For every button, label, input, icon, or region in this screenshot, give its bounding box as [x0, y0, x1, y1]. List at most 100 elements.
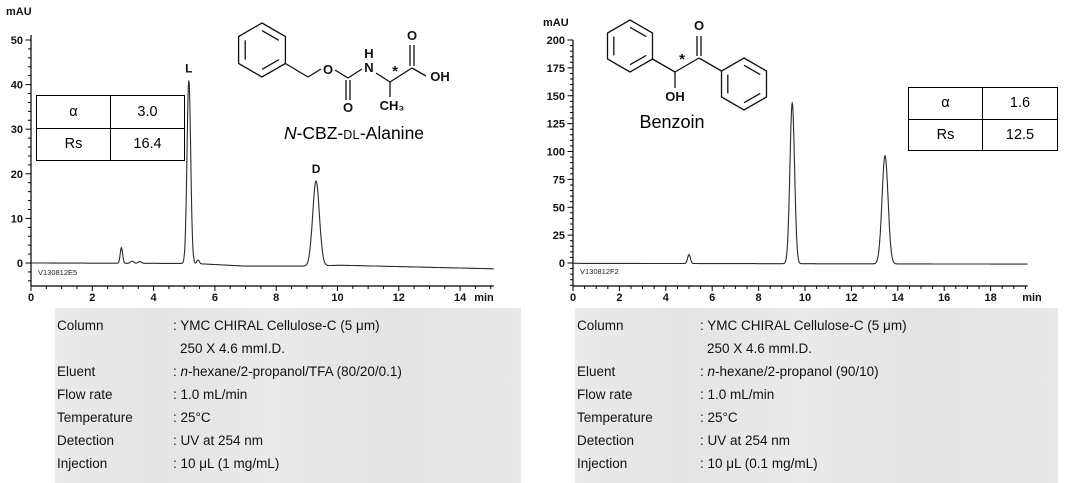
rs-value: 12.5 [1005, 126, 1035, 143]
y-tick-label: 125 [547, 119, 565, 131]
atom-o: O [694, 18, 704, 33]
condition-row: Temperature : 25°C [55, 406, 521, 429]
y-tick-label: 20 [11, 169, 23, 181]
x-axis-unit: min [474, 292, 494, 304]
atom-ch3: CH₃ [380, 98, 405, 113]
rs-label: Rs [37, 128, 111, 160]
condition-value: : 25°C [700, 410, 738, 425]
condition-label: Flow rate [577, 387, 633, 402]
chromatogram-plot: 0 25 50 75 100 125 150 175 200 0 2 4 6 8 10 12 14 16 18 mAU… [543, 17, 1042, 304]
compound-name-right: Benzoin [639, 112, 705, 132]
condition-row: Injection : 10 μL (0.1 mg/mL) [575, 452, 1058, 475]
condition-label: Temperature [577, 410, 653, 425]
atom-o-ester: O [323, 62, 333, 77]
y-tick-label: 30 [11, 124, 23, 136]
structure-benzoin: OH * O [606, 18, 768, 111]
condition-value-line2: 250 X 4.6 mmI.D. [180, 341, 286, 356]
condition-label: Detection [57, 433, 115, 448]
condition-label: Temperature [57, 410, 133, 425]
condition-value: : UV at 254 nm [700, 433, 791, 448]
condition-value: : 10 μL (0.1 mg/mL) [700, 456, 818, 471]
condition-value: : 25°C [173, 410, 211, 425]
rs-value: 16.4 [133, 136, 162, 153]
atom-h: H [364, 46, 373, 61]
condition-row: Temperature : 25°C [575, 406, 1058, 429]
result-row-alpha: α 3.0 [37, 96, 184, 128]
condition-value: : n-hexane/2-propanol/TFA (80/20/0.1) [173, 364, 402, 379]
condition-label: Flow rate [57, 387, 113, 402]
condition-value: : UV at 254 nm [173, 433, 264, 448]
compound-name-mid: -CBZ- [296, 123, 344, 143]
atom-n: N [364, 60, 373, 75]
y-tick-label: 175 [547, 63, 565, 75]
x-tick-label: 0 [28, 292, 34, 304]
x-tick-label: 12 [845, 292, 857, 304]
condition-value: : YMC CHIRAL Cellulose-C (5 μm) 250 X 4.6… [173, 314, 521, 360]
result-table-right: α 1.6 Rs 12.5 [908, 87, 1058, 151]
benzene-ring-left [606, 19, 654, 73]
y-tick-label: 10 [11, 213, 23, 225]
alpha-value: 1.6 [1009, 95, 1031, 112]
condition-row: Injection : 10 μL (1 mg/mL) [55, 452, 521, 475]
italic-n: n [180, 364, 189, 379]
x-tick-label: 2 [89, 292, 95, 304]
x-tick-label: 2 [616, 292, 622, 304]
compound-name-dl: DL [343, 128, 360, 142]
y-tick-label: 75 [553, 174, 565, 186]
x-tick-label: 8 [273, 292, 279, 304]
result-row-rs: Rs 12.5 [909, 118, 1057, 150]
x-axis-unit: min [1022, 292, 1042, 304]
condition-row: Column: YMC CHIRAL Cellulose-C (5 μm) 250… [575, 314, 1058, 360]
y-axis-unit: mAU [6, 6, 32, 18]
peak-label: L [185, 62, 192, 76]
chromatogram-trace [573, 101, 1028, 265]
condition-row: Detection : UV at 254 nm [55, 429, 521, 452]
result-row-alpha: α 1.6 [909, 88, 1057, 119]
benzene-ring [237, 22, 287, 78]
chromatogram-right: 0 25 50 75 100 125 150 175 200 0 2 4 6 8 10 12 14 16 18 mAU… [530, 0, 1077, 310]
structure-n-cbz-dl-alanine: O O H N * CH₃ O OH [237, 22, 450, 115]
x-tick-label: 14 [892, 292, 905, 304]
y-tick-label: 40 [11, 80, 23, 92]
y-tick-label: 0 [17, 258, 23, 270]
x-tick-label: 0 [570, 292, 576, 304]
y-tick-label: 50 [553, 202, 565, 214]
rs-label: Rs [909, 119, 983, 150]
condition-value: : 1.0 mL/min [173, 387, 248, 402]
chiral-center-mark: * [392, 63, 398, 80]
atom-oh: OH [430, 69, 450, 84]
x-tick-label: 14 [454, 292, 467, 304]
x-tick-label: 16 [938, 292, 950, 304]
x-tick-label: 4 [151, 292, 158, 304]
condition-label: Injection [577, 456, 628, 471]
condition-row: Column: YMC CHIRAL Cellulose-C (5 μm) 250… [55, 314, 521, 360]
trace-id: V130812E5 [38, 268, 77, 277]
trace-id: V130812F2 [580, 267, 619, 276]
chromatogram-left: 0 10 20 30 40 50 0 2 4 6 8 10 12 14 mAU min L D V130812E5 [0, 0, 527, 310]
y-tick-label: 0 [559, 258, 565, 270]
condition-value-line2: 250 X 4.6 mmI.D. [707, 341, 813, 356]
x-tick-label: 18 [984, 292, 996, 304]
conditions-table-right: Column: YMC CHIRAL Cellulose-C (5 μm) 250… [575, 308, 1058, 483]
condition-label: Injection [57, 456, 108, 471]
alpha-label: α [37, 96, 111, 128]
y-tick-label: 100 [547, 147, 565, 159]
chiral-center-mark: * [679, 51, 685, 68]
condition-label: Eluent [57, 364, 96, 379]
x-tick-label: 12 [393, 292, 405, 304]
x-tick-label: 8 [756, 292, 762, 304]
condition-value: : 10 μL (1 mg/mL) [173, 456, 280, 471]
condition-value: : 1.0 mL/min [700, 387, 775, 402]
x-tick-label: 6 [709, 292, 715, 304]
benzene-ring-right [720, 57, 768, 111]
chromatogram-plot: 0 10 20 30 40 50 0 2 4 6 8 10 12 14 mAU min L D V130812E5 [6, 6, 494, 304]
peak-label: D [312, 162, 321, 176]
chromatogram-trace [31, 80, 494, 270]
y-tick-label: 25 [553, 230, 565, 242]
x-tick-label: 10 [331, 292, 343, 304]
compound-name-italic-n: N [283, 123, 297, 143]
y-axis-unit: mAU [543, 17, 569, 29]
result-row-rs: Rs 16.4 [37, 127, 184, 160]
condition-row: Flow rate : 1.0 mL/min [575, 383, 1058, 406]
